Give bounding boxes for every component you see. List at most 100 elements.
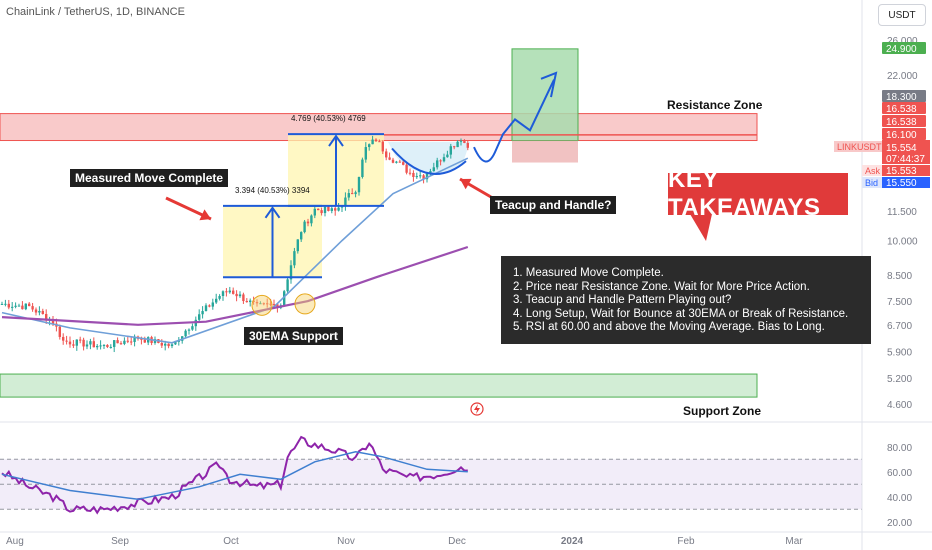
projection-arrowhead [540, 71, 558, 98]
projection-path [473, 79, 555, 163]
candle [323, 206, 327, 214]
ask-tag: Ask [865, 166, 881, 176]
price-label-bg [882, 128, 926, 140]
indicator-lines-layer [1, 157, 469, 344]
candle [453, 146, 456, 148]
price-tick: 22.000 [887, 71, 918, 82]
candle [269, 303, 272, 305]
candle [140, 338, 143, 340]
price-label-bg [882, 102, 926, 114]
stop-box [512, 140, 578, 163]
measured-move-1-label: 3.394 (40.53%) 3394 [235, 186, 310, 195]
last-price-bg [882, 140, 930, 164]
candle [408, 172, 412, 174]
rsi-tick: 60.00 [887, 468, 912, 479]
measured-move-label: Measured Move Complete [70, 169, 229, 187]
last-price: 15.554 [886, 143, 917, 154]
measured-move-arrow-pointer-head [199, 209, 211, 221]
candle [272, 304, 276, 306]
candle [21, 305, 24, 310]
price-tick: 4.600 [887, 400, 912, 411]
resistance-zone-label: Resistance Zone [667, 98, 763, 112]
candle [398, 161, 401, 163]
price-tick: 5.900 [887, 348, 912, 359]
measured-move-arrowhead [328, 134, 344, 147]
measured-move-2-label: 4.769 (40.53%) 4769 [291, 114, 366, 123]
candle [466, 142, 469, 148]
candle [215, 298, 218, 303]
candle [164, 343, 167, 346]
time-label: Oct [223, 536, 239, 547]
candle [459, 140, 463, 142]
rsi-tick: 80.00 [887, 443, 912, 454]
candle [412, 172, 415, 178]
candle [283, 291, 286, 306]
teacup-curve [391, 147, 467, 175]
bid-tag: Bid [865, 178, 878, 188]
candle [113, 340, 116, 347]
candle [347, 193, 350, 198]
candle [126, 340, 129, 342]
candle [14, 305, 17, 307]
candle [68, 341, 72, 345]
candle [31, 306, 34, 310]
candle [354, 192, 357, 195]
candle [249, 300, 252, 303]
candle [106, 344, 109, 347]
candle [266, 303, 269, 305]
candle [296, 239, 299, 252]
candle [167, 343, 170, 347]
candle [337, 207, 340, 211]
takeaway-line: 2. Price near Resistance Zone. Wait for … [513, 280, 810, 293]
ask-tag-bg [862, 165, 882, 176]
ask-bg [882, 165, 930, 176]
price-label-bg [882, 90, 926, 102]
price-tick: 10.000 [887, 237, 918, 248]
ema-support-label: 30EMA Support [244, 327, 343, 345]
candle [344, 197, 347, 207]
candle [133, 336, 136, 342]
price-label-bg [882, 42, 926, 54]
candle [381, 141, 384, 152]
bid-price: 15.550 [886, 178, 917, 189]
candle [119, 343, 123, 345]
candle [351, 193, 354, 195]
time-label: Mar [785, 536, 803, 547]
candle [184, 330, 187, 337]
symbol-header: ChainLink / TetherUS, 1D, BINANCE [6, 6, 185, 18]
candle [368, 144, 371, 148]
candle [204, 305, 208, 312]
candle [293, 251, 296, 266]
candle [289, 265, 293, 280]
candle [28, 303, 31, 307]
candle [123, 340, 126, 344]
teacup-arrow-pointer-head [460, 178, 472, 190]
takeaways-pointer [690, 214, 712, 241]
price-tick: 26.000 [887, 36, 918, 47]
price-tick: 5.200 [887, 374, 912, 385]
candle [109, 346, 112, 348]
price-label: 24.900 [886, 44, 917, 55]
candle [371, 139, 374, 145]
candle [58, 326, 61, 337]
price-tick: 7.500 [887, 297, 912, 308]
price-label: 16.538 [886, 117, 917, 128]
candle [327, 206, 330, 211]
currency-button[interactable]: USDT [878, 4, 926, 26]
candle [174, 341, 177, 345]
candle [99, 345, 102, 347]
time-label: Dec [448, 536, 466, 547]
candle [364, 147, 367, 160]
candle [378, 141, 381, 143]
takeaway-line: 4. Long Setup, Wait for Bounce at 30EMA … [513, 307, 849, 320]
candle [0, 303, 4, 305]
candle [255, 301, 259, 304]
candle [24, 303, 27, 310]
candle [17, 305, 21, 307]
candle [276, 304, 279, 308]
candle [463, 140, 466, 143]
candle [72, 344, 75, 346]
candle [82, 339, 85, 347]
candle [252, 300, 255, 302]
